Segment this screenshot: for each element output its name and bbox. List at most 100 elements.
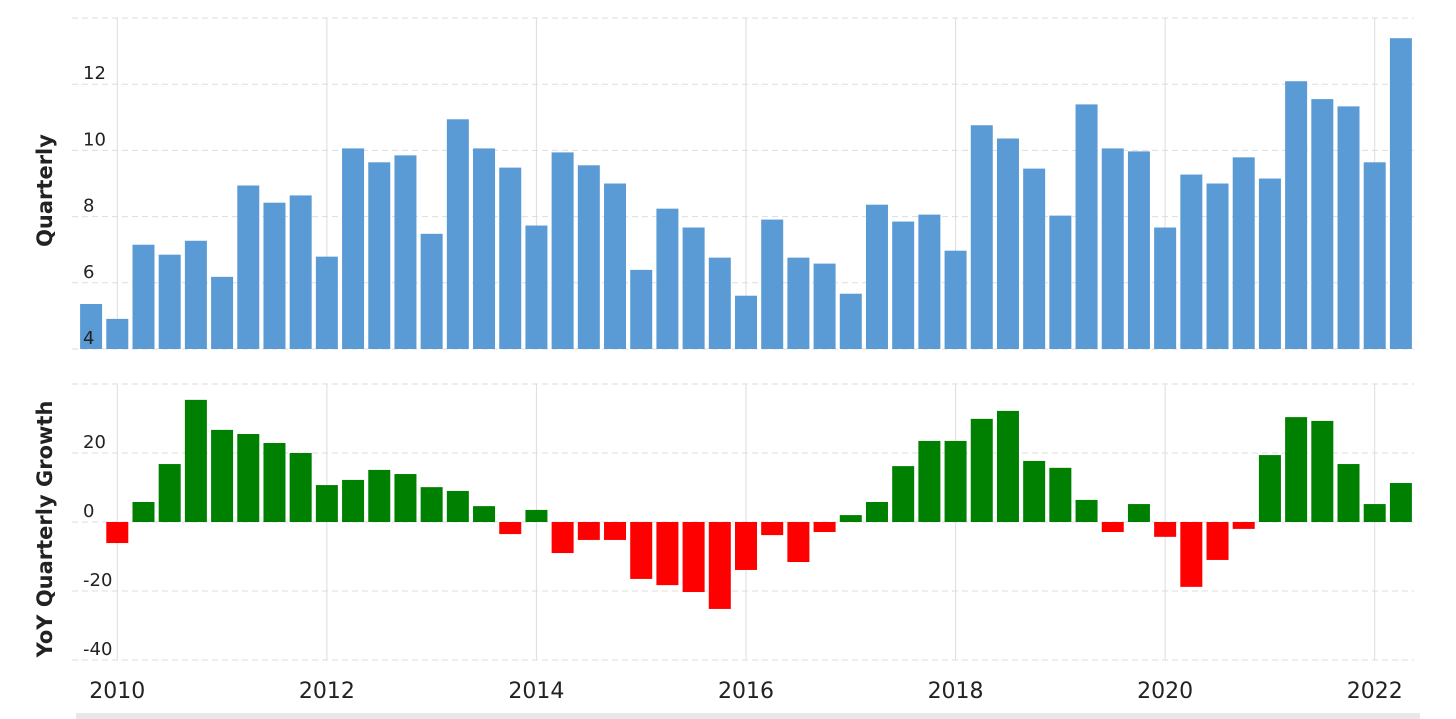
bar — [1258, 178, 1281, 349]
bar — [604, 183, 627, 349]
bar — [1023, 168, 1046, 349]
bar — [1049, 215, 1072, 349]
bar — [1075, 104, 1098, 350]
bar — [106, 522, 129, 544]
bar — [1232, 157, 1255, 349]
y-axis-label: Quarterly — [33, 134, 57, 247]
bar — [1311, 99, 1334, 349]
bar — [263, 202, 286, 349]
bar — [1154, 522, 1177, 537]
bar — [682, 522, 705, 593]
bar — [918, 440, 941, 522]
bar — [996, 138, 1019, 349]
bar — [1101, 148, 1124, 349]
bar — [315, 485, 338, 522]
bar — [184, 399, 207, 522]
bar — [944, 250, 967, 349]
bar — [734, 295, 758, 349]
bar — [1258, 455, 1281, 522]
bar — [211, 276, 234, 349]
y-tick-label: 4 — [83, 328, 94, 349]
bar — [813, 522, 836, 533]
bar — [158, 464, 181, 522]
bar — [394, 474, 417, 522]
x-tick-label: 2016 — [718, 679, 774, 704]
bar — [1285, 81, 1308, 349]
bar — [446, 119, 469, 349]
bar — [237, 434, 260, 522]
bar — [499, 167, 522, 349]
bar — [656, 522, 679, 586]
bar — [970, 125, 993, 349]
scrollbar-track — [76, 713, 1420, 719]
bar — [132, 244, 155, 349]
bar — [132, 501, 155, 522]
bar — [1232, 522, 1255, 529]
bar — [394, 155, 417, 349]
bar — [1154, 227, 1177, 349]
bar — [577, 165, 600, 349]
bar — [1206, 522, 1229, 560]
x-tick-label: 2018 — [928, 679, 984, 704]
bar — [446, 490, 469, 522]
bar — [420, 233, 443, 349]
bar — [1049, 467, 1072, 522]
bar — [237, 185, 260, 349]
bar — [708, 257, 731, 349]
bar — [1363, 504, 1386, 522]
bar — [525, 225, 548, 349]
bar — [1389, 38, 1412, 349]
y-tick-label: -40 — [83, 639, 112, 660]
bar — [1389, 483, 1412, 522]
bar — [892, 221, 915, 349]
bar — [368, 162, 391, 349]
bar — [996, 410, 1019, 522]
y-axis-label: YoY Quarterly Growth — [33, 401, 57, 659]
bar — [761, 219, 784, 349]
bar — [865, 501, 888, 522]
bar — [1127, 504, 1150, 522]
bar — [342, 479, 365, 522]
bar — [315, 256, 338, 349]
bar — [1311, 420, 1334, 522]
bar — [184, 240, 207, 349]
bar — [761, 522, 784, 536]
bar — [263, 442, 286, 522]
bar — [577, 522, 600, 540]
bar — [1023, 460, 1046, 522]
y-tick-label: 8 — [83, 196, 94, 217]
bar — [787, 522, 810, 563]
bar — [1101, 522, 1124, 533]
bar — [473, 148, 496, 349]
bar — [630, 269, 653, 349]
bar — [473, 506, 496, 522]
bar — [918, 214, 941, 349]
bar — [944, 440, 967, 522]
bar — [106, 318, 129, 349]
x-tick-label: 2010 — [89, 679, 145, 704]
x-tick-label: 2012 — [299, 679, 355, 704]
bar — [656, 208, 679, 349]
bar — [342, 148, 365, 349]
y-tick-label: -20 — [83, 570, 112, 591]
bar — [1180, 522, 1203, 587]
bar — [839, 515, 862, 522]
y-tick-label: 0 — [83, 501, 94, 522]
x-tick-label: 2022 — [1347, 679, 1403, 704]
bar — [708, 522, 731, 609]
y-tick-label: 20 — [83, 432, 106, 453]
bar — [604, 522, 627, 540]
bar — [1206, 183, 1229, 349]
bar — [865, 204, 888, 349]
bar — [787, 257, 810, 349]
bar — [368, 469, 391, 522]
bar — [813, 263, 836, 349]
bar — [839, 293, 862, 349]
bar — [80, 303, 103, 349]
bar — [970, 418, 993, 522]
bar — [1363, 162, 1386, 349]
bar — [158, 254, 181, 349]
y-tick-label: 6 — [83, 262, 94, 283]
